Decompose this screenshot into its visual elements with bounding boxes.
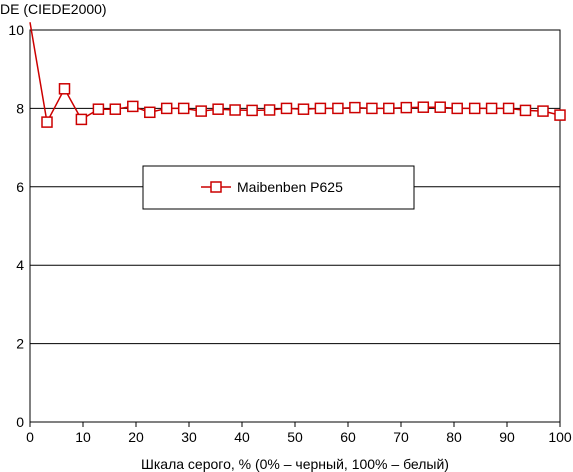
data-point-marker bbox=[417, 101, 430, 113]
legend-series-label: Maibenben P625 bbox=[237, 179, 343, 195]
y-tick-label-4: 4 bbox=[16, 257, 24, 273]
data-point-marker bbox=[366, 102, 378, 115]
data-point-marker bbox=[537, 105, 549, 117]
data-point-marker bbox=[451, 102, 463, 115]
x-tick-label-20: 20 bbox=[128, 429, 144, 445]
data-point-marker bbox=[280, 102, 293, 115]
data-point-marker bbox=[554, 109, 566, 121]
data-point-marker bbox=[468, 102, 481, 115]
x-axis-label: Шкала серого, % (0% – черный, 100% – бел… bbox=[141, 456, 449, 472]
y-axis-label: DE (CIEDE2000) bbox=[0, 1, 107, 17]
data-point-marker bbox=[314, 102, 327, 115]
x-tick-label-50: 50 bbox=[287, 429, 303, 445]
y-axis-ticks: 0 2 4 6 8 10 bbox=[8, 22, 24, 430]
data-point-marker bbox=[485, 102, 498, 115]
data-point-marker bbox=[349, 101, 361, 114]
data-point-marker bbox=[229, 104, 241, 116]
data-point-marker bbox=[383, 102, 395, 115]
series-line-0 bbox=[29, 22, 561, 125]
y-tick-label-10: 10 bbox=[8, 22, 24, 38]
data-point-marker bbox=[195, 105, 207, 117]
data-point-marker bbox=[41, 116, 53, 128]
data-point-marker bbox=[58, 83, 71, 95]
x-tick-label-60: 60 bbox=[340, 429, 356, 445]
data-point-marker bbox=[109, 103, 122, 115]
series-layer bbox=[29, 22, 566, 128]
grid-lines bbox=[30, 107, 560, 345]
y-tick-label-0: 0 bbox=[16, 414, 24, 430]
data-point-marker bbox=[127, 100, 139, 113]
data-point-marker bbox=[160, 102, 173, 115]
x-tick-label-10: 10 bbox=[75, 429, 91, 445]
data-point-marker bbox=[400, 101, 413, 114]
data-point-marker bbox=[212, 103, 224, 115]
data-point-marker bbox=[297, 103, 310, 115]
data-point-marker bbox=[75, 113, 88, 126]
legend-box bbox=[142, 165, 415, 210]
y-tick-label-2: 2 bbox=[16, 336, 24, 352]
legend: Maibenben P625 bbox=[142, 165, 415, 210]
legend-series-marker bbox=[210, 181, 222, 193]
x-tick-label-30: 30 bbox=[181, 429, 197, 445]
x-axis-ticks: 0 10 20 30 40 50 60 70 80 90 100 bbox=[26, 422, 572, 445]
x-tick-label-40: 40 bbox=[234, 429, 250, 445]
data-point-marker bbox=[519, 104, 532, 117]
data-point-marker bbox=[332, 102, 344, 115]
y-tick-label-6: 6 bbox=[16, 179, 24, 195]
data-point-marker bbox=[263, 104, 276, 116]
x-tick-label-90: 90 bbox=[499, 429, 515, 445]
x-tick-label-80: 80 bbox=[446, 429, 462, 445]
y-tick-label-8: 8 bbox=[16, 100, 24, 116]
data-point-marker bbox=[92, 103, 105, 115]
data-point-marker bbox=[502, 102, 515, 115]
x-tick-label-100: 100 bbox=[548, 429, 572, 445]
x-tick-label-0: 0 bbox=[26, 429, 34, 445]
x-tick-label-70: 70 bbox=[393, 429, 409, 445]
data-point-marker bbox=[144, 106, 156, 119]
data-point-marker bbox=[177, 102, 190, 115]
data-point-marker bbox=[434, 101, 446, 113]
data-point-marker bbox=[246, 104, 258, 117]
plot-area-frame bbox=[29, 29, 561, 423]
